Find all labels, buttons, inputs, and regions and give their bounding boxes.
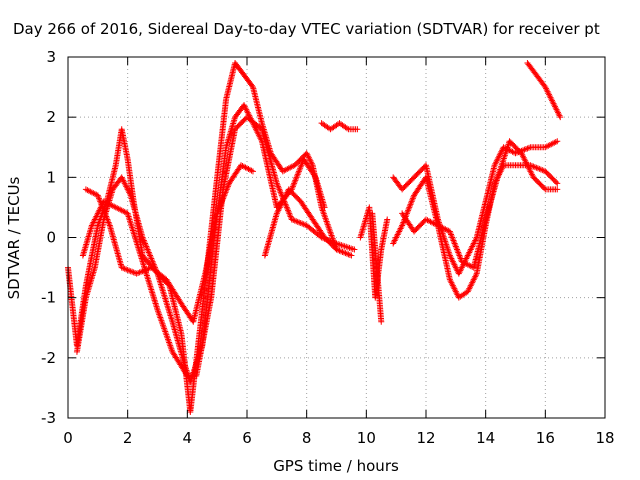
data-point xyxy=(321,204,328,211)
x-tick-label: 18 xyxy=(595,429,614,447)
data-point xyxy=(144,266,151,273)
data-point xyxy=(337,248,344,255)
data-point xyxy=(534,165,541,172)
y-tick-label: 2 xyxy=(46,108,56,126)
data-point xyxy=(141,267,148,274)
data-point xyxy=(512,150,519,157)
data-point xyxy=(541,185,548,192)
grid-lines xyxy=(68,57,605,418)
chart-title: Day 266 of 2016, Sidereal Day-to-day VTE… xyxy=(13,20,600,38)
data-point xyxy=(138,268,145,275)
data-point xyxy=(340,249,347,256)
data-point xyxy=(539,167,546,174)
data-point xyxy=(343,250,350,257)
data-point xyxy=(351,246,358,253)
data-point xyxy=(554,180,561,187)
data-point xyxy=(294,218,301,225)
data-point xyxy=(557,114,564,121)
data-point xyxy=(311,172,318,179)
data-point xyxy=(126,267,133,274)
data-point xyxy=(123,266,130,273)
y-tick-label: -3 xyxy=(41,409,56,427)
data-point xyxy=(336,247,343,254)
data-point xyxy=(522,146,529,153)
data-point xyxy=(531,164,538,171)
x-axis-label: GPS time / hours xyxy=(273,457,399,475)
data-point xyxy=(332,239,339,246)
data-point xyxy=(249,168,256,175)
data-point xyxy=(129,268,136,275)
data-point xyxy=(248,167,255,174)
data-point xyxy=(346,251,353,258)
x-tick-label: 6 xyxy=(242,429,252,447)
x-tick-label: 12 xyxy=(416,429,435,447)
y-tick-label: -1 xyxy=(41,289,56,307)
data-points xyxy=(65,60,564,415)
data-point xyxy=(130,269,137,276)
data-point xyxy=(118,264,125,271)
data-point xyxy=(121,265,128,272)
data-point xyxy=(554,138,561,145)
data-point xyxy=(296,219,303,226)
data-point xyxy=(288,216,295,223)
x-tick-label: 10 xyxy=(357,429,376,447)
x-tick-label: 14 xyxy=(476,429,495,447)
x-tick-label: 2 xyxy=(123,429,133,447)
data-point xyxy=(333,246,340,253)
y-tick-label: 1 xyxy=(46,168,56,186)
data-point xyxy=(183,371,190,378)
data-point xyxy=(345,251,352,258)
data-point xyxy=(354,126,361,133)
x-tick-label: 8 xyxy=(302,429,312,447)
data-point xyxy=(332,245,339,252)
data-point xyxy=(136,269,143,276)
data-point xyxy=(135,269,142,276)
data-point xyxy=(339,248,346,255)
data-point xyxy=(139,268,146,275)
data-point xyxy=(124,266,131,273)
x-tick-label: 0 xyxy=(63,429,73,447)
data-point xyxy=(536,165,543,172)
data-point xyxy=(120,265,127,272)
x-tick-label: 16 xyxy=(536,429,555,447)
data-point xyxy=(348,252,355,259)
data-point xyxy=(553,179,560,186)
data-point xyxy=(524,145,531,152)
data-point xyxy=(300,221,307,228)
data-point xyxy=(533,164,540,171)
y-tick-label: -2 xyxy=(41,349,56,367)
data-point xyxy=(552,138,559,145)
data-point xyxy=(378,318,385,325)
data-point xyxy=(127,268,134,275)
data-point xyxy=(299,220,306,227)
data-point xyxy=(530,163,537,170)
data-point xyxy=(133,270,140,277)
x-tick-label: 4 xyxy=(183,429,193,447)
data-point xyxy=(342,250,349,257)
data-point xyxy=(290,217,297,224)
y-tick-label: 3 xyxy=(46,48,56,66)
data-point xyxy=(521,146,528,153)
data-point xyxy=(554,186,561,193)
y-tick-label: 0 xyxy=(46,229,56,247)
data-point xyxy=(248,82,255,89)
data-point xyxy=(293,218,300,225)
data-point xyxy=(525,144,532,151)
data-point xyxy=(384,216,391,223)
data-point xyxy=(343,125,350,132)
data-point xyxy=(297,220,304,227)
data-point xyxy=(537,166,544,173)
y-axis-label: SDTVAR / TECUs xyxy=(5,176,23,299)
data-point xyxy=(142,266,149,273)
data-point xyxy=(291,217,298,224)
